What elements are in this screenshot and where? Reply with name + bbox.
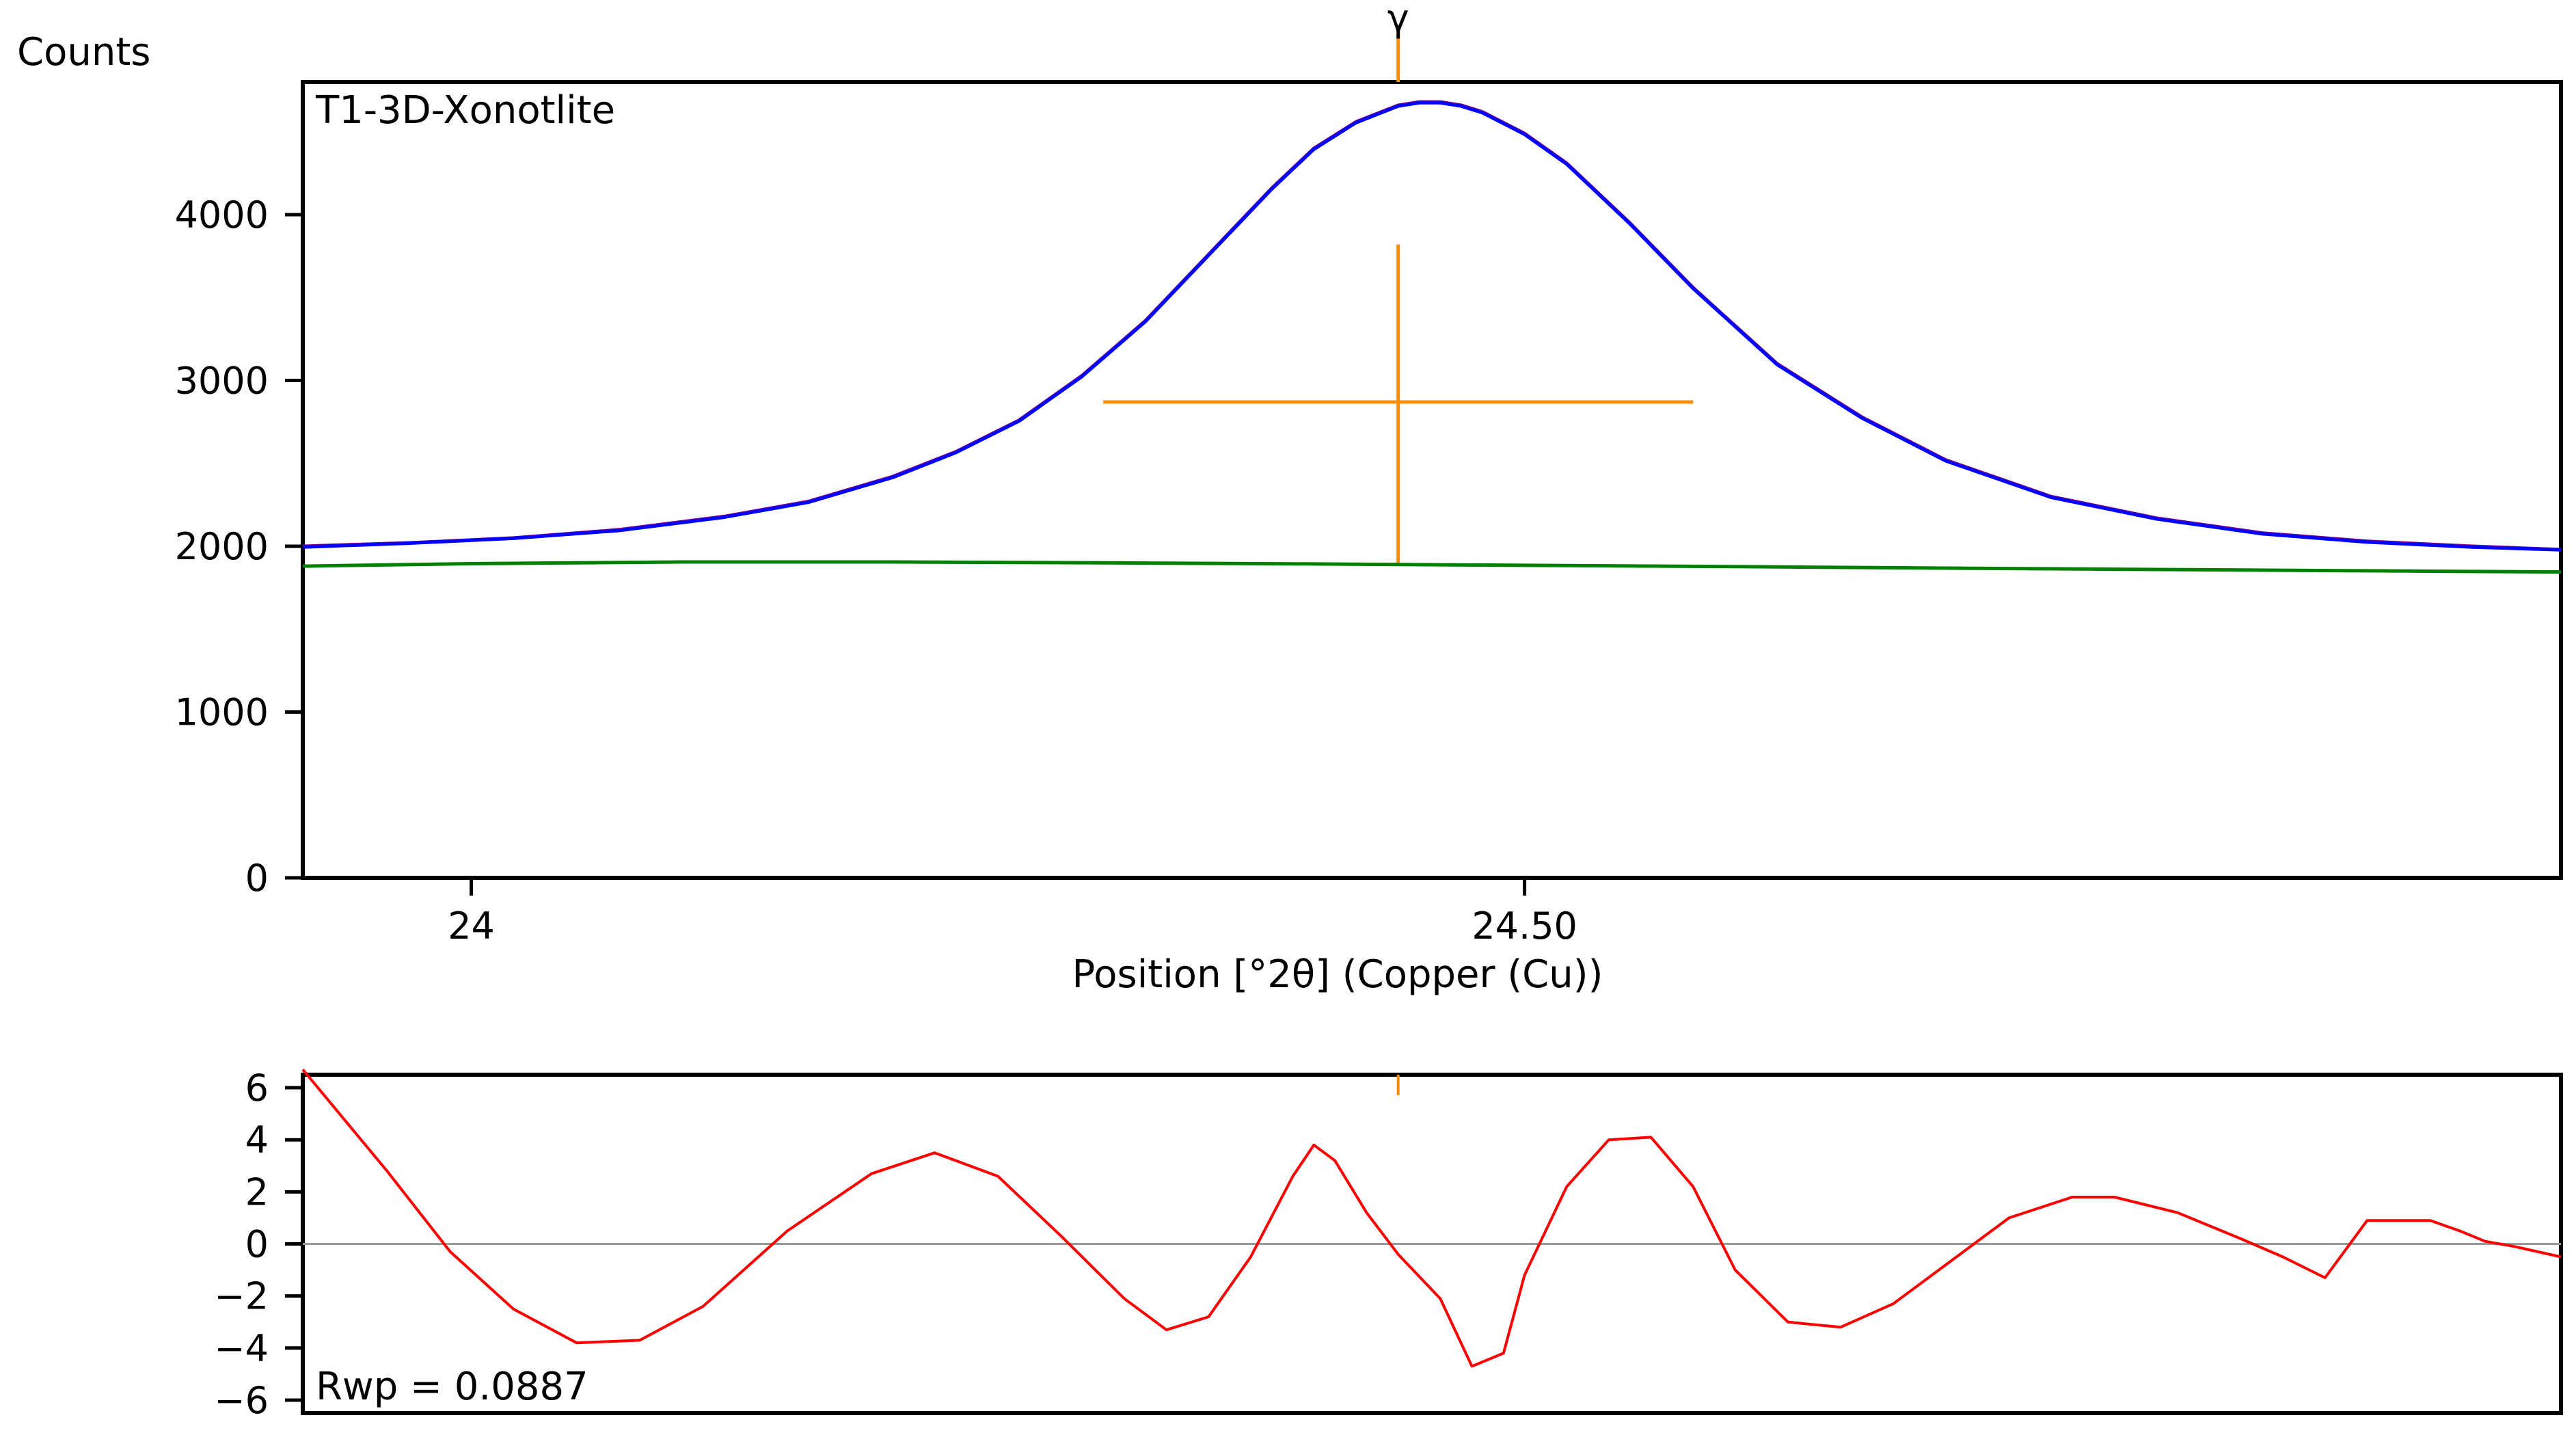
difference-plot-area (301, 1069, 2562, 1368)
diff-y-tick-label: −6 (214, 1379, 269, 1422)
y-tick-label: 2000 (175, 525, 269, 568)
difference-plot: 6 4 2 0 −2 −4 −6 Rwp = 0.0887 (214, 1067, 2563, 1422)
y-tick-label: 0 (245, 857, 269, 900)
diff-y-tick-label: 2 (245, 1170, 269, 1213)
chart-title: T1-3D-Xonotlite (315, 88, 615, 133)
main-y-ticks: 0 1000 2000 3000 4000 (175, 193, 303, 900)
series-line-1 (302, 100, 2562, 552)
y-axis-title: Counts (17, 30, 150, 75)
diff-y-tick-label: −2 (214, 1275, 269, 1318)
x-tick-label: 24.50 (1472, 904, 1577, 948)
main-plot: Counts γ T1-3D-Xonotlite 0 1000 2000 3000 40… (17, 0, 2563, 997)
y-tick-label: 4000 (175, 193, 269, 237)
main-plot-frame (301, 80, 2563, 880)
main-x-ticks: 24 24.50 (448, 878, 1577, 948)
series-line-2 (302, 560, 2562, 574)
x-axis-title: Position [°2θ] (Copper (Cu)) (1072, 952, 1603, 997)
y-tick-label: 1000 (175, 691, 269, 734)
diff-y-tick-label: 4 (245, 1118, 269, 1162)
diff-y-tick-label: −4 (214, 1327, 269, 1370)
main-plot-area: γ (302, 0, 2562, 574)
y-tick-label: 3000 (175, 360, 269, 403)
rwp-annotation: Rwp = 0.0887 (316, 1365, 588, 1409)
diff-y-tick-label: 6 (245, 1067, 269, 1110)
reflection-marker-label: γ (1387, 0, 1409, 40)
x-tick-label: 24 (448, 904, 495, 948)
difference-line (301, 1069, 2562, 1368)
difference-y-ticks: 6 4 2 0 −2 −4 −6 (214, 1067, 303, 1422)
diff-y-tick-label: 0 (245, 1223, 269, 1266)
